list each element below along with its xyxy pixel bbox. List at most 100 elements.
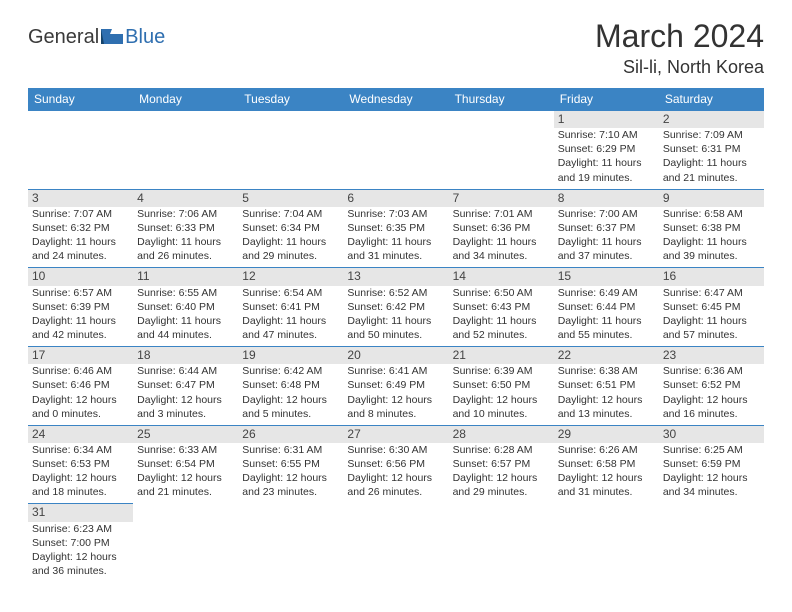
sunrise-text: Sunrise: 6:41 AM <box>347 364 444 378</box>
calendar-cell: 8Sunrise: 7:00 AMSunset: 6:37 PMDaylight… <box>554 189 659 268</box>
daylight2-text: and 3 minutes. <box>137 407 234 421</box>
sunrise-text: Sunrise: 6:42 AM <box>242 364 339 378</box>
calendar-cell: 30Sunrise: 6:25 AMSunset: 6:59 PMDayligh… <box>659 425 764 504</box>
calendar-cell <box>28 111 133 190</box>
daylight1-text: Daylight: 11 hours <box>242 235 339 249</box>
calendar-cell: 23Sunrise: 6:36 AMSunset: 6:52 PMDayligh… <box>659 347 764 426</box>
weekday-header: Tuesday <box>238 88 343 111</box>
weekday-header: Sunday <box>28 88 133 111</box>
calendar-cell <box>554 504 659 582</box>
sunset-text: Sunset: 6:31 PM <box>663 142 760 156</box>
sunrise-text: Sunrise: 6:44 AM <box>137 364 234 378</box>
daylight1-text: Daylight: 11 hours <box>137 314 234 328</box>
daylight1-text: Daylight: 11 hours <box>558 235 655 249</box>
calendar-week-row: 24Sunrise: 6:34 AMSunset: 6:53 PMDayligh… <box>28 425 764 504</box>
sunrise-text: Sunrise: 6:55 AM <box>137 286 234 300</box>
day-details: Sunrise: 6:50 AMSunset: 6:43 PMDaylight:… <box>449 286 554 347</box>
sunset-text: Sunset: 6:35 PM <box>347 221 444 235</box>
daylight2-text: and 23 minutes. <box>242 485 339 499</box>
daylight2-text: and 31 minutes. <box>347 249 444 263</box>
daylight2-text: and 29 minutes. <box>242 249 339 263</box>
daylight1-text: Daylight: 11 hours <box>137 235 234 249</box>
calendar-cell: 2Sunrise: 7:09 AMSunset: 6:31 PMDaylight… <box>659 111 764 190</box>
weekday-header: Wednesday <box>343 88 448 111</box>
calendar-cell: 4Sunrise: 7:06 AMSunset: 6:33 PMDaylight… <box>133 189 238 268</box>
daylight1-text: Daylight: 12 hours <box>453 393 550 407</box>
calendar-cell: 7Sunrise: 7:01 AMSunset: 6:36 PMDaylight… <box>449 189 554 268</box>
sunrise-text: Sunrise: 7:09 AM <box>663 128 760 142</box>
daylight2-text: and 52 minutes. <box>453 328 550 342</box>
day-number: 28 <box>449 426 554 443</box>
day-number: 1 <box>554 111 659 128</box>
sunset-text: Sunset: 6:58 PM <box>558 457 655 471</box>
day-details: Sunrise: 6:31 AMSunset: 6:55 PMDaylight:… <box>238 443 343 504</box>
day-number: 18 <box>133 347 238 364</box>
daylight1-text: Daylight: 12 hours <box>137 393 234 407</box>
calendar-cell: 10Sunrise: 6:57 AMSunset: 6:39 PMDayligh… <box>28 268 133 347</box>
weekday-header-row: Sunday Monday Tuesday Wednesday Thursday… <box>28 88 764 111</box>
daylight2-text: and 21 minutes. <box>663 171 760 185</box>
daylight1-text: Daylight: 11 hours <box>347 235 444 249</box>
day-details: Sunrise: 6:23 AMSunset: 7:00 PMDaylight:… <box>28 522 133 583</box>
daylight2-text: and 29 minutes. <box>453 485 550 499</box>
calendar-page: General Blue March 2024 Sil-li, North Ko… <box>0 0 792 600</box>
sunset-text: Sunset: 6:44 PM <box>558 300 655 314</box>
day-number: 9 <box>659 190 764 207</box>
day-details: Sunrise: 6:52 AMSunset: 6:42 PMDaylight:… <box>343 286 448 347</box>
calendar-cell: 6Sunrise: 7:03 AMSunset: 6:35 PMDaylight… <box>343 189 448 268</box>
sunset-text: Sunset: 6:54 PM <box>137 457 234 471</box>
daylight2-text: and 47 minutes. <box>242 328 339 342</box>
sunrise-text: Sunrise: 6:47 AM <box>663 286 760 300</box>
sunset-text: Sunset: 6:50 PM <box>453 378 550 392</box>
day-details: Sunrise: 6:33 AMSunset: 6:54 PMDaylight:… <box>133 443 238 504</box>
daylight2-text: and 44 minutes. <box>137 328 234 342</box>
daylight2-text: and 16 minutes. <box>663 407 760 421</box>
day-details: Sunrise: 6:49 AMSunset: 6:44 PMDaylight:… <box>554 286 659 347</box>
calendar-cell <box>659 504 764 582</box>
sunrise-text: Sunrise: 6:49 AM <box>558 286 655 300</box>
logo-text-1: General <box>28 26 99 49</box>
daylight1-text: Daylight: 11 hours <box>663 314 760 328</box>
daylight1-text: Daylight: 12 hours <box>663 471 760 485</box>
daylight1-text: Daylight: 12 hours <box>32 550 129 564</box>
sunset-text: Sunset: 6:42 PM <box>347 300 444 314</box>
daylight1-text: Daylight: 12 hours <box>347 393 444 407</box>
calendar-cell: 22Sunrise: 6:38 AMSunset: 6:51 PMDayligh… <box>554 347 659 426</box>
day-number: 7 <box>449 190 554 207</box>
daylight1-text: Daylight: 12 hours <box>137 471 234 485</box>
day-details: Sunrise: 6:55 AMSunset: 6:40 PMDaylight:… <box>133 286 238 347</box>
day-number: 31 <box>28 504 133 521</box>
day-details: Sunrise: 6:39 AMSunset: 6:50 PMDaylight:… <box>449 364 554 425</box>
sunset-text: Sunset: 6:43 PM <box>453 300 550 314</box>
sunrise-text: Sunrise: 7:00 AM <box>558 207 655 221</box>
location-label: Sil-li, North Korea <box>595 57 764 78</box>
sunrise-text: Sunrise: 6:50 AM <box>453 286 550 300</box>
calendar-cell: 27Sunrise: 6:30 AMSunset: 6:56 PMDayligh… <box>343 425 448 504</box>
daylight2-text: and 26 minutes. <box>347 485 444 499</box>
daylight2-text: and 13 minutes. <box>558 407 655 421</box>
day-details: Sunrise: 6:42 AMSunset: 6:48 PMDaylight:… <box>238 364 343 425</box>
calendar-cell <box>343 504 448 582</box>
daylight2-text: and 0 minutes. <box>32 407 129 421</box>
day-details: Sunrise: 7:00 AMSunset: 6:37 PMDaylight:… <box>554 207 659 268</box>
sunrise-text: Sunrise: 6:58 AM <box>663 207 760 221</box>
daylight1-text: Daylight: 12 hours <box>242 471 339 485</box>
daylight2-text: and 26 minutes. <box>137 249 234 263</box>
day-details: Sunrise: 6:41 AMSunset: 6:49 PMDaylight:… <box>343 364 448 425</box>
sunset-text: Sunset: 6:47 PM <box>137 378 234 392</box>
sunset-text: Sunset: 6:29 PM <box>558 142 655 156</box>
day-number: 5 <box>238 190 343 207</box>
day-number: 3 <box>28 190 133 207</box>
sunset-text: Sunset: 6:53 PM <box>32 457 129 471</box>
sunrise-text: Sunrise: 6:57 AM <box>32 286 129 300</box>
daylight1-text: Daylight: 12 hours <box>453 471 550 485</box>
day-details: Sunrise: 7:04 AMSunset: 6:34 PMDaylight:… <box>238 207 343 268</box>
calendar-cell: 1Sunrise: 7:10 AMSunset: 6:29 PMDaylight… <box>554 111 659 190</box>
sunset-text: Sunset: 6:56 PM <box>347 457 444 471</box>
daylight2-text: and 39 minutes. <box>663 249 760 263</box>
page-title: March 2024 <box>595 18 764 55</box>
sunrise-text: Sunrise: 6:38 AM <box>558 364 655 378</box>
sunrise-text: Sunrise: 7:04 AM <box>242 207 339 221</box>
weekday-header: Monday <box>133 88 238 111</box>
daylight2-text: and 10 minutes. <box>453 407 550 421</box>
